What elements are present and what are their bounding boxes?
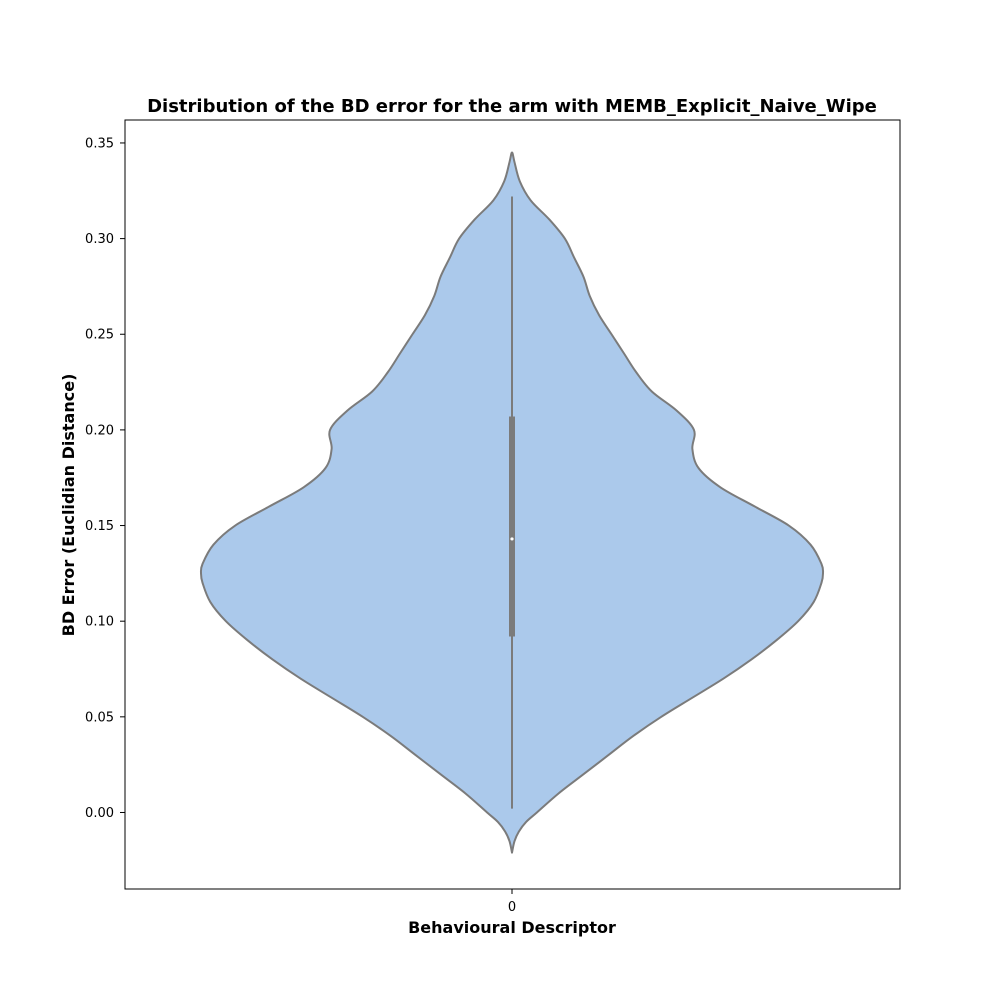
y-axis-label: BD Error (Euclidian Distance) [59,374,78,637]
chart-title: Distribution of the BD error for the arm… [147,96,877,117]
median-point [510,537,514,541]
interquartile-box [509,416,515,637]
x-axis-label: Behavioural Descriptor [408,918,616,937]
y-tick-label: 0.15 [85,519,114,534]
x-axis: 0 [508,889,516,915]
y-tick-label: 0.20 [85,423,114,438]
y-tick-label: 0.00 [85,806,114,821]
y-tick-label: 0.10 [85,615,114,630]
x-tick-label: 0 [508,900,516,915]
y-tick-label: 0.30 [85,232,114,247]
y-tick-label: 0.25 [85,328,114,343]
inner-box-layer [509,196,515,809]
y-axis: 0.00 0.05 0.10 0.15 0.20 0.25 0.30 0.35 [85,136,125,821]
y-tick-label: 0.35 [85,136,114,151]
y-tick-label: 0.05 [85,710,114,725]
plot-area [124,119,901,890]
